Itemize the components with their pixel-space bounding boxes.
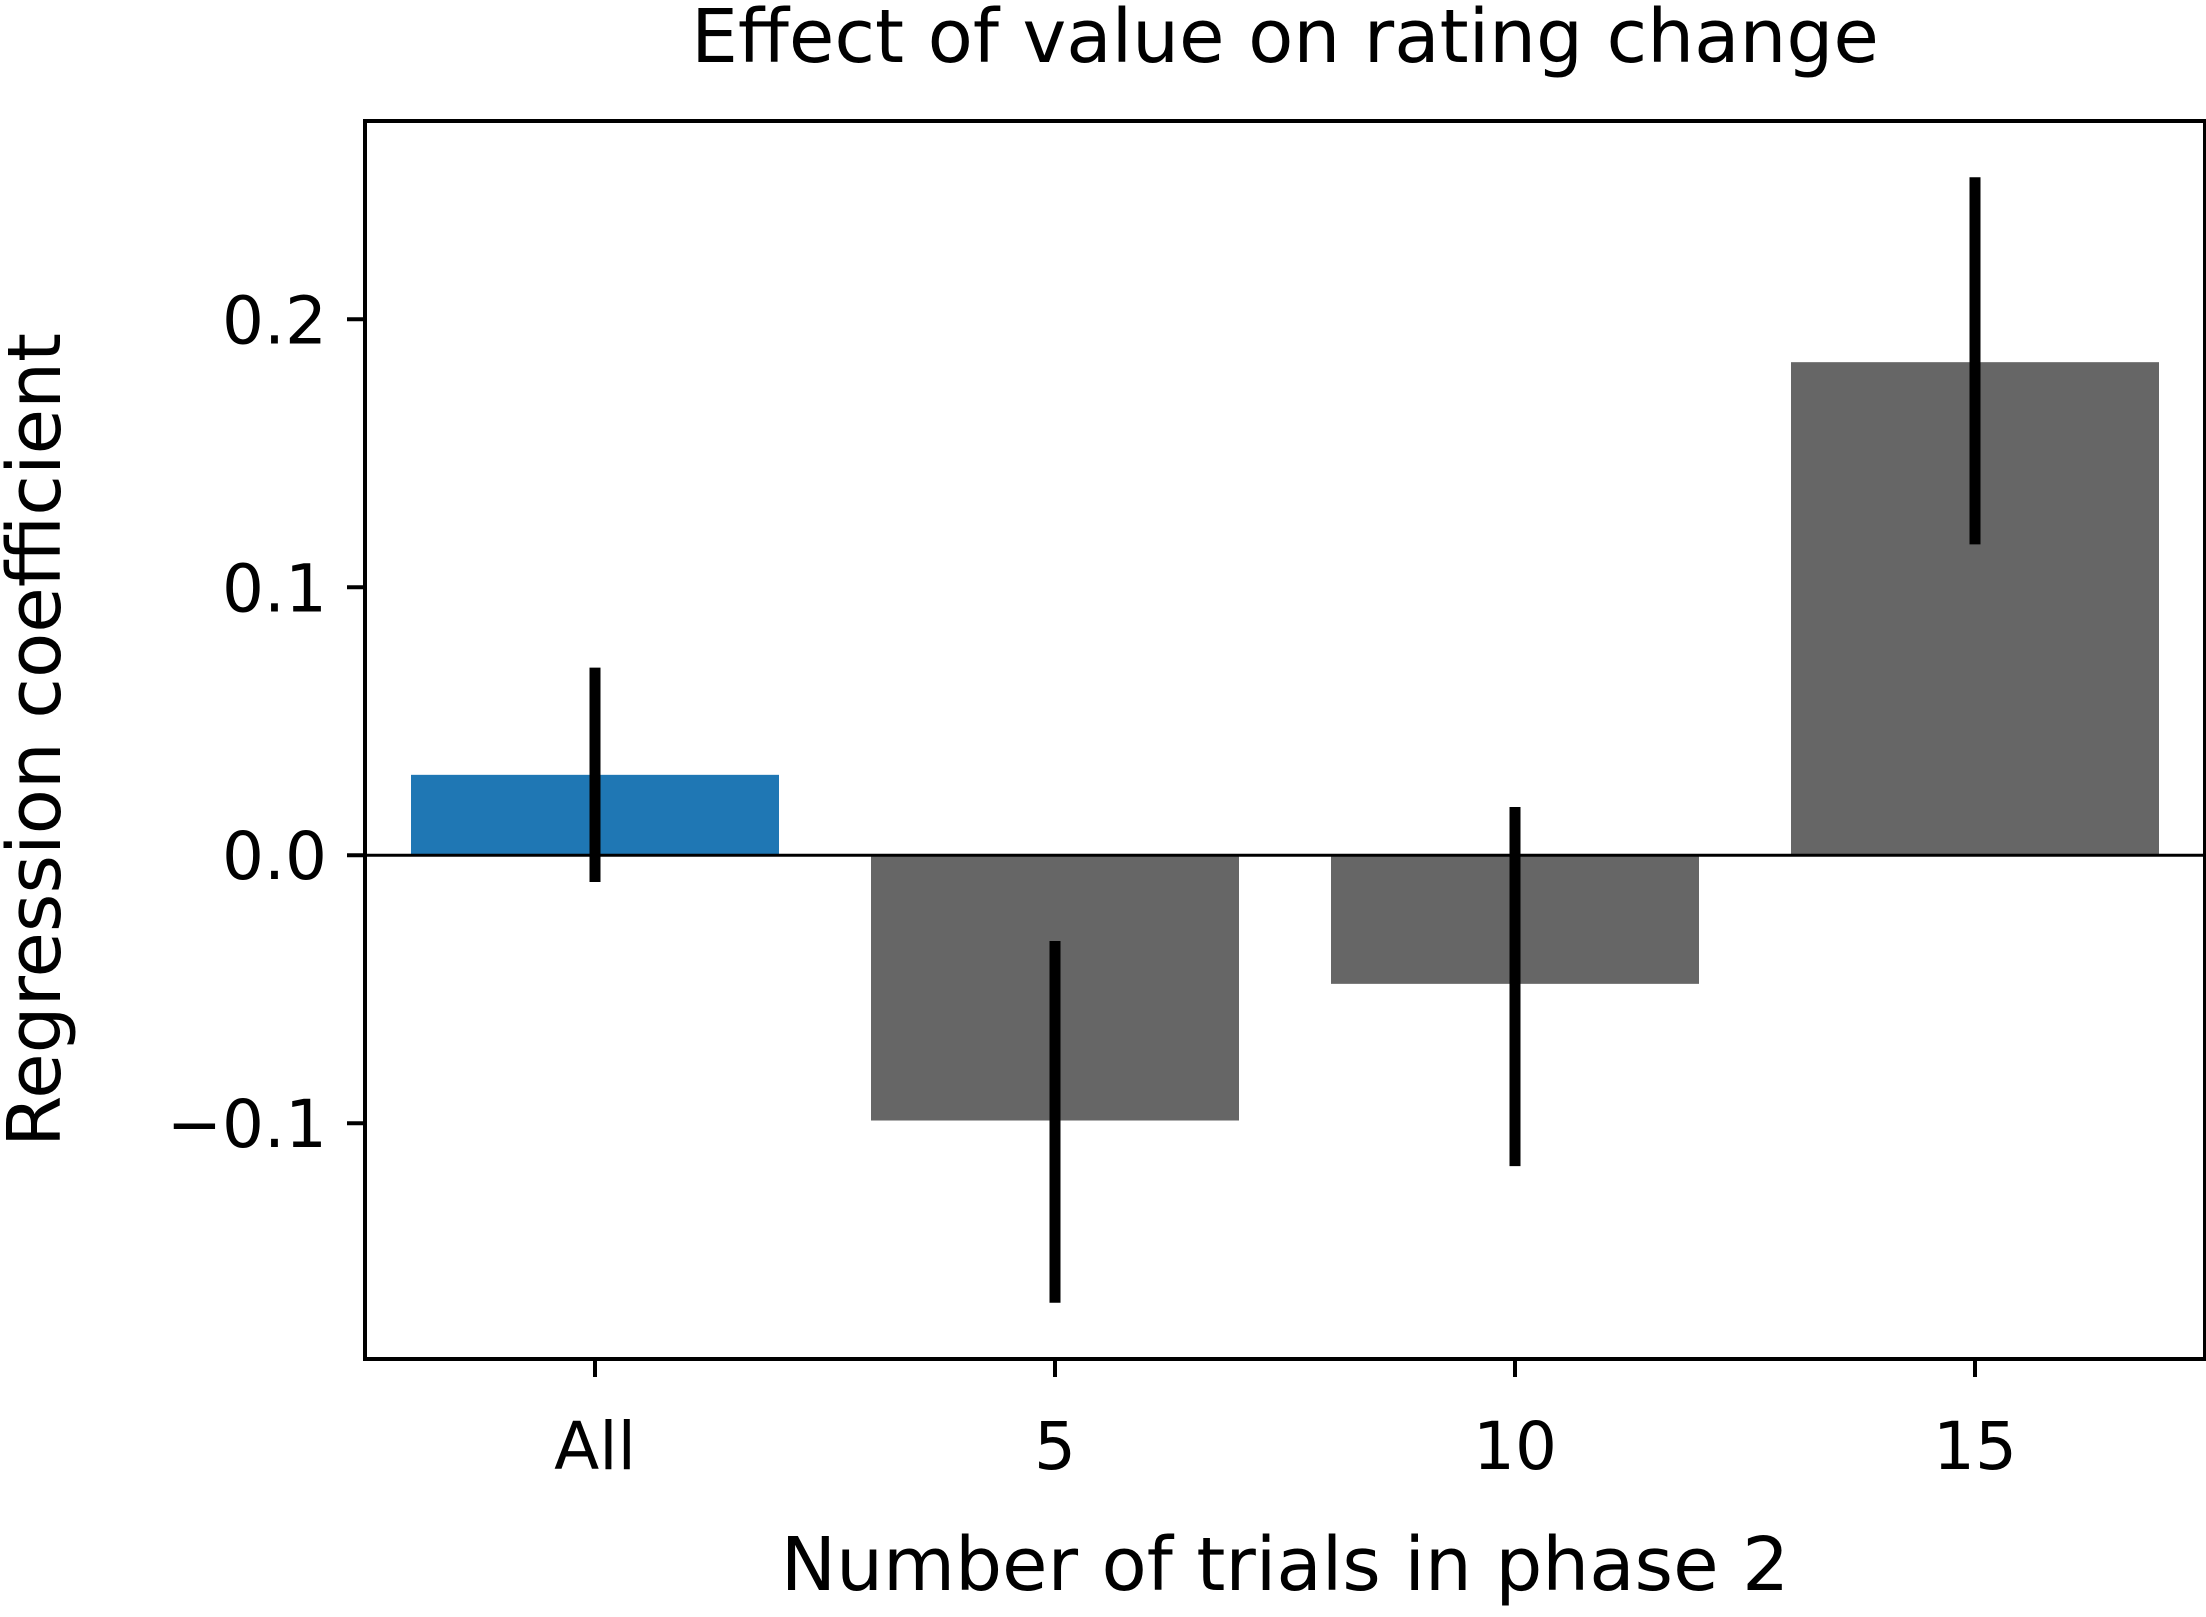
y-tick-label-2: 0.1: [222, 550, 327, 627]
y-axis-label: Regression coefficient: [0, 333, 78, 1147]
y-tick-label-3: 0.2: [222, 282, 327, 359]
x-tick-label-5: 5: [1034, 1408, 1076, 1485]
x-axis: All 5 10 15: [554, 1359, 2017, 1485]
y-tick-label-1: 0.0: [222, 818, 327, 895]
bars-layer: [411, 362, 2159, 1121]
error-bars-layer: [589, 177, 1981, 1303]
y-axis: −0.1 0.0 0.1 0.2: [167, 282, 365, 1163]
x-tick-label-All: All: [554, 1408, 636, 1485]
x-tick-label-10: 10: [1473, 1408, 1557, 1485]
plot-frame: [363, 119, 2206, 1361]
chart-title: Effect of value on rating change: [691, 0, 1879, 80]
x-axis-label: Number of trials in phase 2: [781, 1522, 1790, 1608]
x-tick-label-15: 15: [1933, 1408, 2017, 1485]
y-tick-label-0: −0.1: [167, 1086, 327, 1163]
